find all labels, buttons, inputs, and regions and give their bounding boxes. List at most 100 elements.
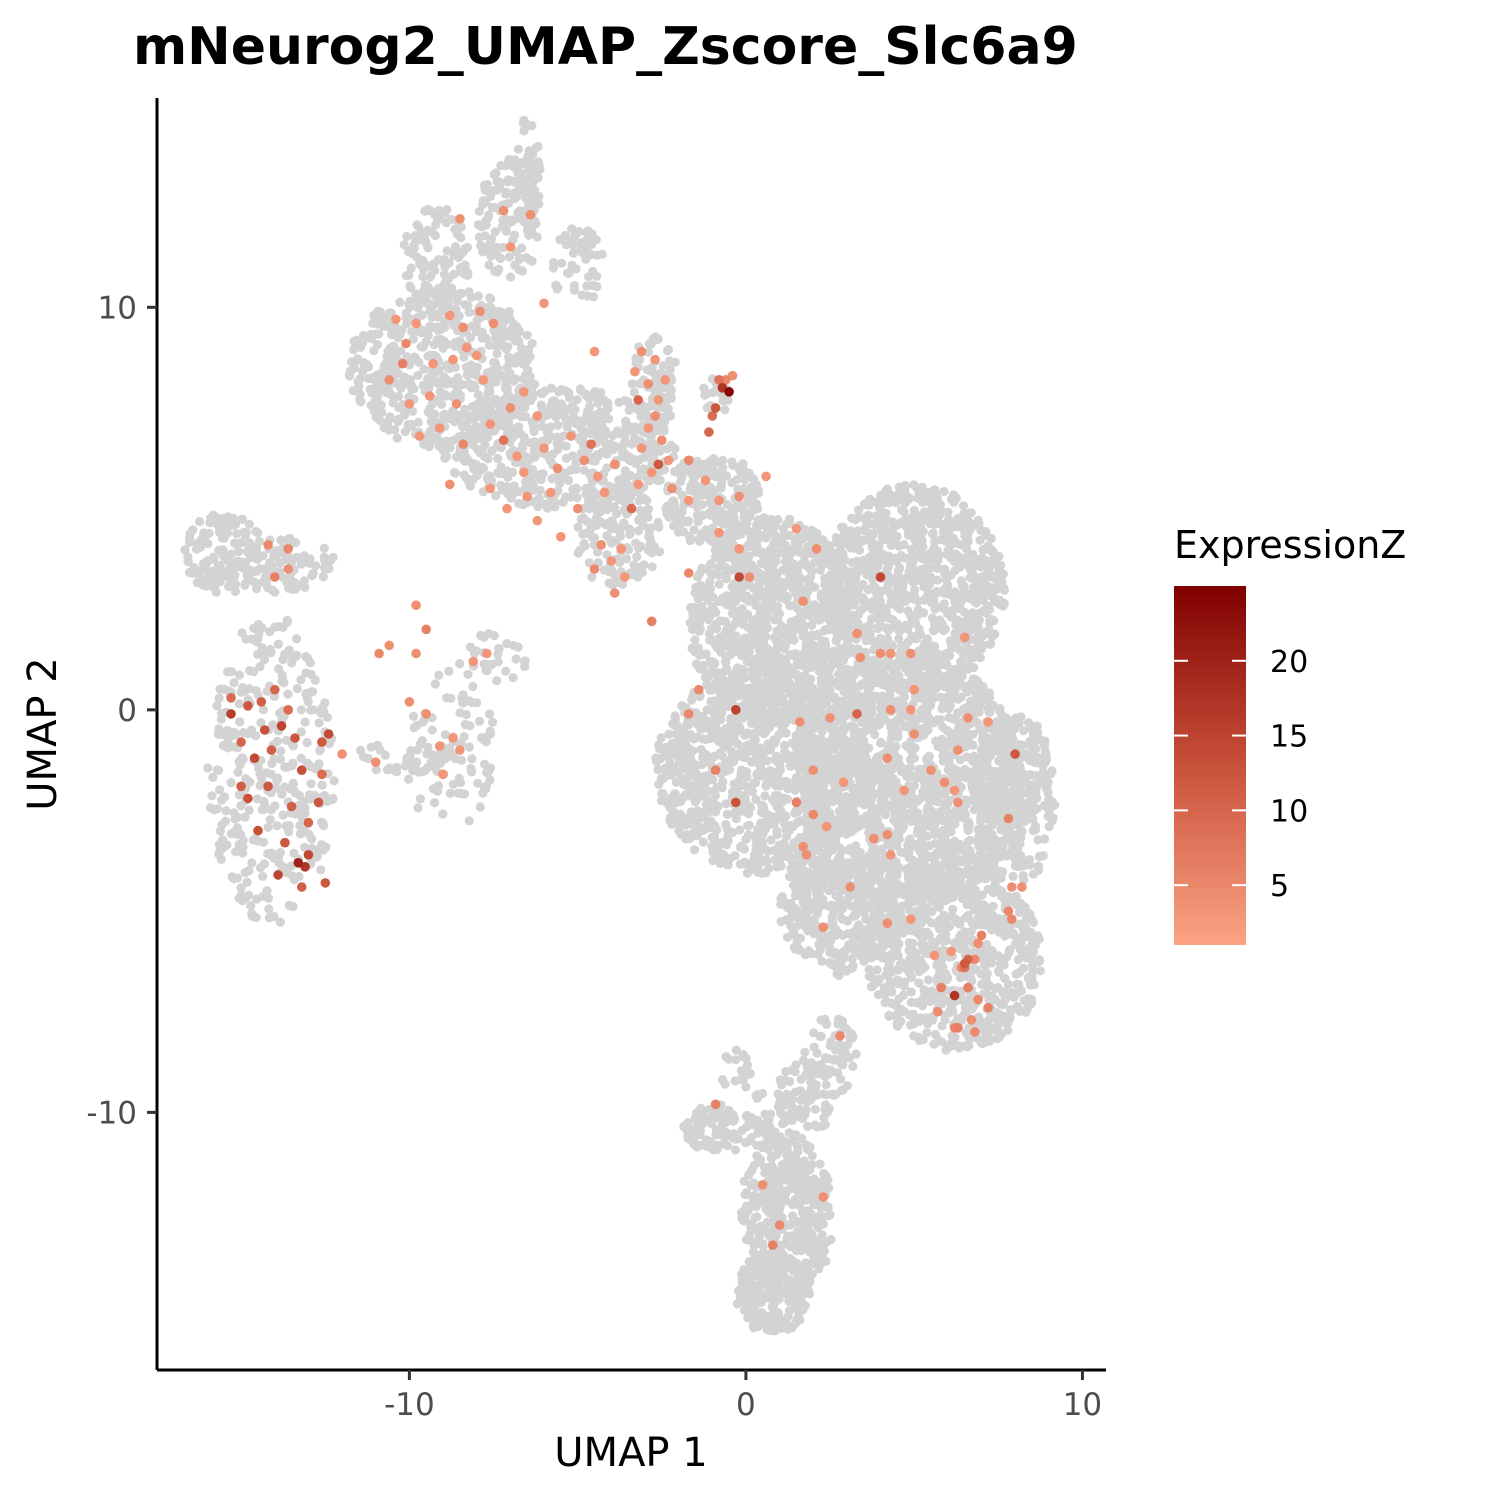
background-cell-point: [908, 512, 918, 522]
background-cell-point: [320, 562, 330, 573]
background-cell-point: [372, 370, 382, 380]
background-cell-point: [464, 816, 474, 826]
background-cell-point: [496, 370, 506, 380]
background-cell-point: [893, 489, 903, 499]
background-cell-point: [410, 231, 420, 241]
background-cell-point: [503, 342, 513, 352]
background-cell-point: [300, 827, 310, 837]
background-cell-point: [266, 648, 276, 658]
background-cell-point: [530, 452, 540, 462]
background-cell-point: [582, 281, 592, 291]
background-cell-point: [940, 564, 950, 574]
background-cell-point: [390, 364, 400, 375]
background-cell-point: [965, 563, 975, 573]
background-cell-point: [552, 284, 562, 294]
background-cell-point: [764, 563, 774, 573]
background-cell-point: [751, 539, 761, 549]
background-cell-point: [295, 581, 305, 591]
background-cell-point: [487, 234, 497, 244]
background-cell-point: [244, 805, 254, 815]
background-cell-point: [418, 272, 428, 282]
background-cell-point: [775, 626, 785, 636]
background-cell-point: [272, 821, 282, 831]
background-cell-point: [207, 791, 217, 801]
background-cell-point: [234, 556, 244, 566]
background-cell-point: [543, 503, 553, 513]
background-cell-point: [697, 490, 708, 500]
background-cell-point: [520, 656, 530, 666]
background-cell-point: [976, 526, 986, 536]
background-cell-point: [195, 516, 205, 527]
background-cell-point: [639, 560, 649, 570]
background-cell-point: [219, 839, 229, 850]
background-cell-point: [529, 426, 539, 437]
background-cell-point: [700, 608, 710, 619]
background-cell-point: [374, 387, 384, 397]
background-cell-point: [527, 338, 537, 349]
background-cell-point: [472, 471, 482, 481]
background-cell-point: [319, 543, 329, 553]
background-cell-point: [535, 485, 545, 495]
background-cell-point: [517, 186, 528, 196]
background-cell-point: [847, 513, 857, 523]
background-cell-point: [877, 533, 887, 543]
background-cell-point: [738, 640, 749, 651]
background-cell-point: [461, 473, 471, 483]
background-cell-point: [399, 240, 409, 250]
background-cell-point: [419, 364, 429, 374]
background-cell-point: [874, 636, 884, 646]
background-cell-point: [258, 705, 268, 715]
background-cell-point: [264, 904, 274, 914]
background-cell-point: [547, 474, 557, 484]
background-cell-point: [913, 605, 923, 615]
background-cell-point: [278, 810, 288, 820]
background-cell-point: [735, 583, 745, 593]
background-cell-point: [561, 492, 571, 502]
background-cell-point: [267, 561, 277, 571]
background-cell-point: [218, 513, 229, 524]
background-cell-point: [693, 572, 703, 582]
background-cell-point: [377, 407, 387, 417]
background-cell-point: [434, 749, 444, 760]
background-cell-point: [440, 390, 451, 400]
background-cell-point: [220, 816, 231, 826]
background-cell-point: [647, 562, 657, 572]
background-cell-point: [253, 649, 263, 660]
background-cell-point: [433, 325, 443, 335]
background-cell-point: [938, 603, 948, 613]
background-cell-point: [810, 530, 821, 540]
background-cell-point: [632, 552, 642, 562]
background-cell-point: [819, 660, 829, 670]
background-cell-point: [666, 385, 676, 395]
background-cell-point: [442, 379, 452, 389]
background-cell-point: [587, 572, 597, 582]
background-cell-point: [455, 708, 465, 718]
background-cell-point: [775, 593, 786, 603]
background-cell-point: [432, 432, 442, 442]
background-cell-point: [508, 318, 518, 329]
background-cell-point: [239, 527, 249, 537]
background-cell-point: [275, 754, 285, 764]
background-cell-point: [298, 796, 308, 807]
background-cell-point: [395, 297, 405, 307]
background-cell-point: [501, 384, 511, 394]
background-cell-point: [958, 501, 969, 511]
background-cell-point: [221, 806, 231, 816]
background-cell-point: [451, 452, 461, 462]
background-cell-point: [396, 346, 406, 356]
background-cell-point: [887, 526, 898, 536]
background-cell-point: [592, 520, 602, 531]
background-cell-point: [772, 569, 783, 579]
background-cell-point: [484, 340, 494, 350]
background-cell-point: [875, 616, 885, 627]
background-cell-point: [855, 581, 865, 591]
background-cell-point: [969, 574, 979, 584]
background-cell-point: [255, 863, 265, 873]
background-cell-point: [455, 778, 466, 788]
background-cell-point: [275, 848, 285, 858]
background-cell-point: [467, 754, 477, 764]
background-cell-point: [589, 410, 599, 420]
background-cell-point: [556, 432, 566, 442]
background-cell-point: [463, 669, 473, 679]
background-cell-point: [460, 719, 470, 730]
